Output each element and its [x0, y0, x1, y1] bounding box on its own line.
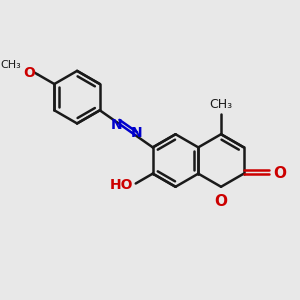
Text: CH₃: CH₃ — [209, 98, 232, 111]
Text: N: N — [130, 126, 142, 140]
Text: CH₃: CH₃ — [0, 60, 21, 70]
Text: O: O — [214, 194, 227, 209]
Text: N: N — [111, 118, 123, 132]
Text: O: O — [274, 166, 286, 181]
Text: O: O — [23, 66, 34, 80]
Text: HO: HO — [110, 178, 134, 192]
